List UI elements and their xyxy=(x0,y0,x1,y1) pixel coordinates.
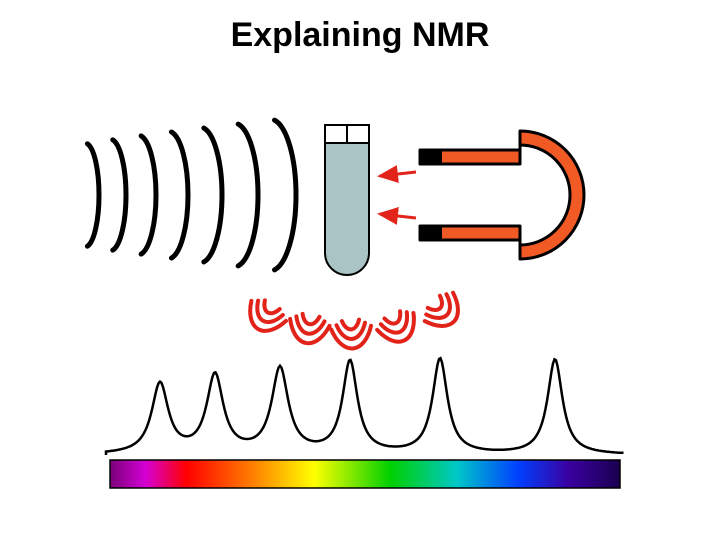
nmr-tube-icon xyxy=(325,125,369,275)
spectrum-trace xyxy=(106,358,624,455)
field-arrow-icon xyxy=(380,172,416,218)
rf-waves-icon xyxy=(87,120,296,270)
magnet-icon xyxy=(420,131,584,259)
nmr-diagram xyxy=(0,0,720,540)
emission-waves-icon xyxy=(241,288,468,351)
spectrum-bar xyxy=(110,460,620,488)
